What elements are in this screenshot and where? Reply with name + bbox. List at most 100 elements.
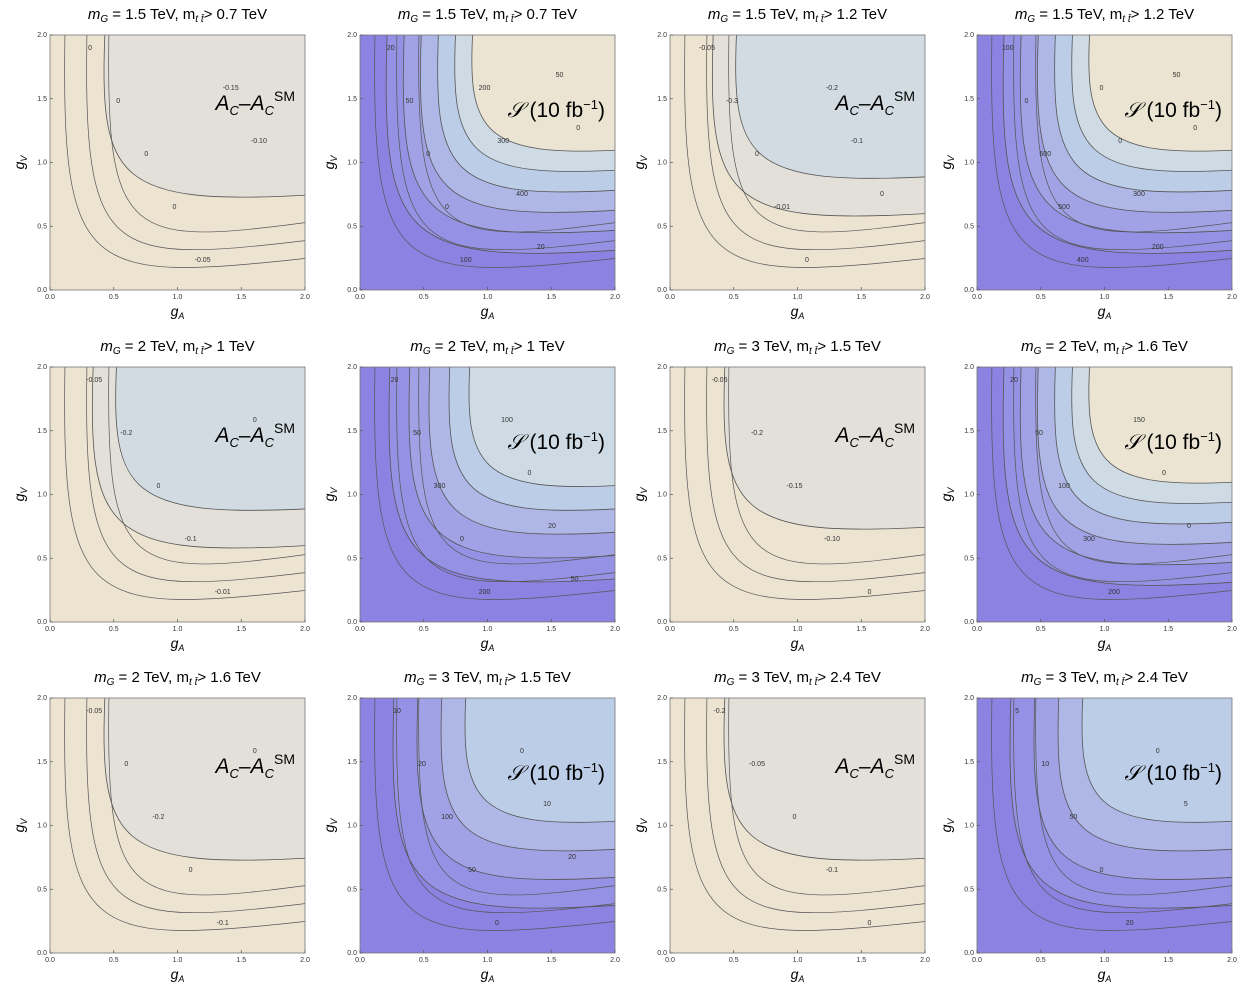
contour-value-label: 20 xyxy=(387,45,395,52)
y-axis-label: gV xyxy=(938,818,956,833)
y-tick-label: 2.0 xyxy=(964,695,974,702)
x-tick-label: 1.5 xyxy=(546,294,556,301)
panel-4: mG = 1.5 TeV, mt t̄> 1.2 TeV100060050040… xyxy=(938,6,1237,321)
x-tick-label: 0.0 xyxy=(972,626,982,633)
contour-value-label: 0 xyxy=(1025,98,1029,105)
panel-title: mG = 3 TeV, mt t̄> 2.4 TeV xyxy=(1021,669,1188,688)
contour-value-label: 100 xyxy=(501,417,513,424)
x-tick-label: 1.5 xyxy=(1163,294,1173,301)
contour-value-label: -0.1 xyxy=(217,920,229,927)
x-tick-label: 1.5 xyxy=(236,626,246,633)
x-tick-label: 1.0 xyxy=(1100,626,1110,633)
y-tick-label: 1.5 xyxy=(347,428,357,435)
y-tick-label: 2.0 xyxy=(347,32,357,39)
significance-label: 𝒮 (10 fb−1) xyxy=(507,760,605,785)
x-tick-label: 0.0 xyxy=(665,294,675,301)
y-tick-label: 0.0 xyxy=(37,950,47,957)
contour-value-label: 500 xyxy=(1058,204,1070,211)
contour-value-label: 0 xyxy=(189,867,193,874)
asymmetry-label: AC–ACSM xyxy=(214,420,296,450)
y-tick-label: 1.0 xyxy=(347,160,357,167)
contour-value-label: 0 xyxy=(144,151,148,158)
x-tick-label: 2.0 xyxy=(1227,294,1237,301)
y-tick-label: 2.0 xyxy=(37,364,47,371)
y-axis-label: gV xyxy=(11,487,29,502)
contour-value-label: 10 xyxy=(393,708,401,715)
contour-value-label: 50 xyxy=(406,98,414,105)
x-tick-label: 1.0 xyxy=(793,626,803,633)
y-tick-label: 0.5 xyxy=(37,555,47,562)
y-tick-label: 1.5 xyxy=(657,428,667,435)
contour-area xyxy=(360,698,615,953)
y-tick-label: 1.0 xyxy=(347,823,357,830)
contour-value-label: -0.01 xyxy=(774,204,790,211)
contour-value-label: 100 xyxy=(1058,483,1070,490)
contour-area xyxy=(360,367,615,622)
contour-value-label: -0.2 xyxy=(826,85,838,92)
contour-value-label: -0.1 xyxy=(826,867,838,874)
contour-value-label: 200 xyxy=(479,589,491,596)
contour-value-label: -0.01 xyxy=(215,589,231,596)
contour-value-label: 10 xyxy=(1041,761,1049,768)
x-tick-label: 2.0 xyxy=(1227,626,1237,633)
y-tick-label: 1.0 xyxy=(37,823,47,830)
y-tick-label: 0.5 xyxy=(964,555,974,562)
contour-region xyxy=(735,35,925,179)
contour-value-label: 0 xyxy=(173,204,177,211)
contour-value-label: 400 xyxy=(516,191,528,198)
asymmetry-label: AC–ACSM xyxy=(834,420,916,450)
x-tick-label: 0.0 xyxy=(45,957,55,964)
contour-value-label: 0 xyxy=(755,151,759,158)
x-tick-label: 0.5 xyxy=(729,626,739,633)
contour-value-label: 5 xyxy=(1184,801,1188,808)
panel-7: mG = 3 TeV, mt t̄> 1.5 TeV -0.05 -0.2 -0.15… xyxy=(631,338,930,653)
contour-value-label: 20 xyxy=(548,523,556,530)
panel-title: mG = 1.5 TeV, mt t̄> 0.7 TeV xyxy=(398,6,577,25)
x-tick-label: 0.5 xyxy=(1036,957,1046,964)
y-axis-label: gV xyxy=(11,155,29,170)
contour-value-label: -0.05 xyxy=(195,257,211,264)
y-tick-label: 1.0 xyxy=(37,160,47,167)
contour-value-label: -0.05 xyxy=(86,708,102,715)
contour-value-label: 400 xyxy=(1077,257,1089,264)
contour-value-label: 100 xyxy=(441,814,453,821)
contour-value-label: -0.15 xyxy=(787,483,803,490)
x-axis-label: gA xyxy=(1098,303,1112,321)
y-tick-label: 2.0 xyxy=(347,364,357,371)
panel-title: mG = 2 TeV, mt t̄> 1 TeV xyxy=(410,338,564,357)
contour-area xyxy=(50,35,305,290)
contour-value-label: 300 xyxy=(1133,191,1145,198)
y-tick-label: 0.0 xyxy=(37,287,47,294)
contour-value-label: -0.10 xyxy=(824,536,840,543)
x-tick-label: 1.0 xyxy=(1100,294,1110,301)
contour-value-label: 0 xyxy=(880,191,884,198)
significance-label: 𝒮 (10 fb−1) xyxy=(1124,760,1222,785)
x-tick-label: 0.0 xyxy=(665,957,675,964)
panel-title: mG = 2 TeV, mt t̄> 1 TeV xyxy=(100,338,254,357)
contour-area xyxy=(977,367,1232,622)
x-tick-label: 0.0 xyxy=(665,626,675,633)
x-tick-label: 1.0 xyxy=(173,957,183,964)
x-tick-label: 2.0 xyxy=(300,294,310,301)
contour-area xyxy=(977,35,1232,290)
x-tick-label: 1.0 xyxy=(793,294,803,301)
y-tick-label: 1.5 xyxy=(347,759,357,766)
contour-value-label: 5 xyxy=(1015,708,1019,715)
contour-region xyxy=(464,698,615,823)
contour-region xyxy=(723,698,925,861)
x-tick-label: 2.0 xyxy=(300,626,310,633)
contour-value-label: 0 xyxy=(124,761,128,768)
contour-value-label: 0 xyxy=(1156,748,1160,755)
contour-value-label: 0 xyxy=(520,748,524,755)
contour-value-label: -0.2 xyxy=(120,430,132,437)
x-tick-label: 0.5 xyxy=(1036,294,1046,301)
contour-value-label: 50 xyxy=(571,576,579,583)
y-axis-label: gV xyxy=(11,818,29,833)
y-tick-label: 0.0 xyxy=(657,950,667,957)
y-tick-label: 2.0 xyxy=(347,695,357,702)
panel-9: mG = 2 TeV, mt t̄> 1.6 TeV -0.05 0 -0.2 0 -0.… xyxy=(11,669,310,984)
y-axis-label: gV xyxy=(631,487,649,502)
y-tick-label: 0.0 xyxy=(347,950,357,957)
contour-value-label: 50 xyxy=(413,430,421,437)
